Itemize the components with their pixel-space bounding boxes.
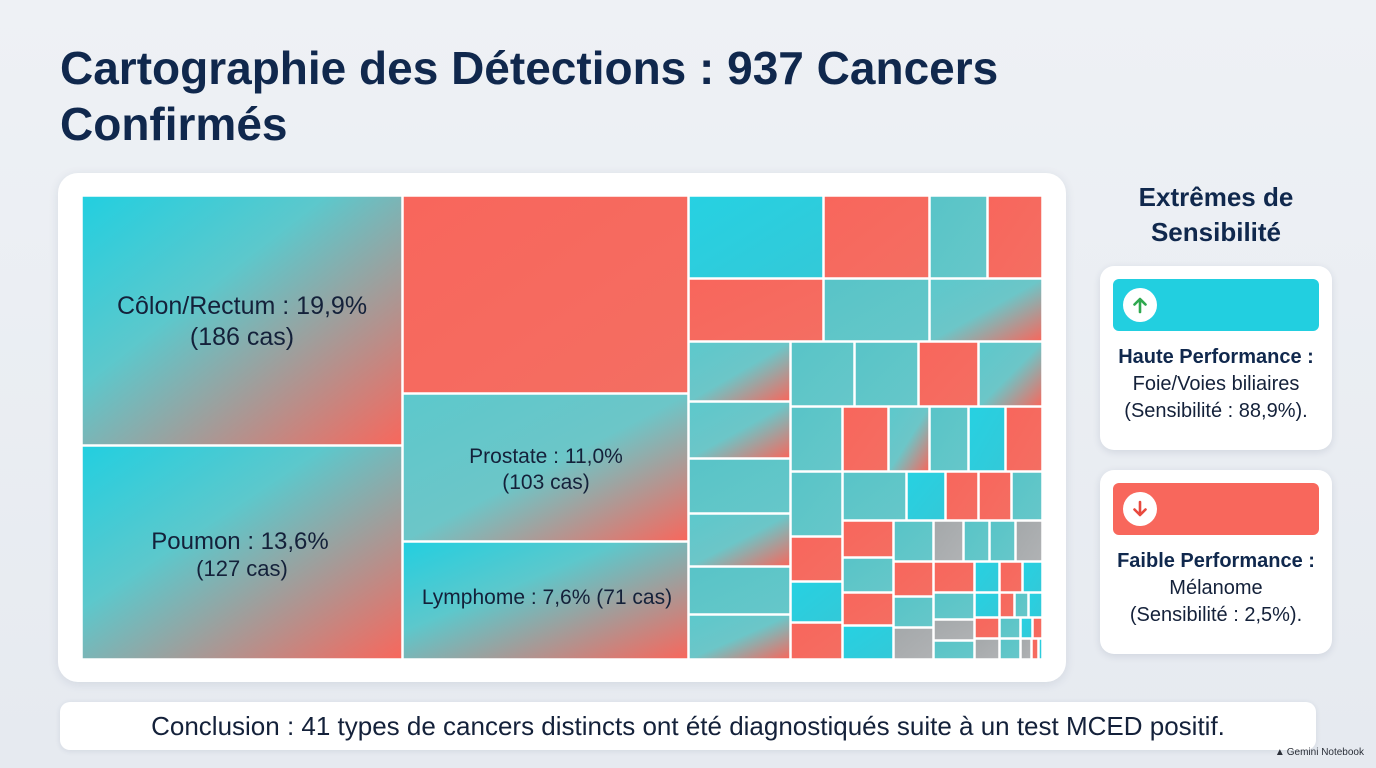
treemap-tile-large-unlabeled [402, 196, 689, 394]
arrow-down-icon [1123, 492, 1157, 526]
low-performance-sensitivity: (Sensibilité : 2,5%). [1129, 604, 1303, 626]
treemap-tile [893, 627, 934, 659]
treemap-tile [893, 596, 934, 628]
arrow-up-icon [1123, 288, 1157, 322]
high-performance-banner [1113, 279, 1319, 331]
tile-label-colon-line2: (186 cas) [190, 323, 294, 351]
watermark-text: Gemini Notebook [1286, 747, 1364, 758]
treemap-tile [842, 625, 894, 659]
high-performance-sensitivity: (Sensibilité : 88,9%). [1124, 400, 1308, 422]
treemap-tile [790, 536, 843, 582]
low-performance-heading: Faible Performance : [1117, 550, 1315, 572]
treemap-tile [888, 406, 930, 472]
treemap-chart: Côlon/Rectum : 19,9% (186 cas) Poumon : … [82, 196, 1042, 659]
treemap-tile [893, 561, 934, 597]
treemap-tile-poumon [82, 445, 403, 659]
treemap-tile [1015, 520, 1042, 562]
treemap-tile [999, 638, 1021, 659]
treemap-tile [929, 406, 969, 472]
treemap-tile [790, 341, 855, 407]
page-title: Cartographie des Détections : 937 Cancer… [60, 42, 999, 150]
treemap-tile [854, 341, 919, 407]
tile-label-prostate-line2: (103 cas) [502, 471, 590, 494]
treemap-tile [989, 520, 1016, 562]
watermark: ▲ Gemini Notebook [1275, 747, 1364, 758]
treemap-tile [974, 561, 1000, 593]
treemap-tile [974, 592, 1000, 618]
treemap-tile [1020, 638, 1032, 659]
high-performance-cancer: Foie/Voies biliaires [1132, 373, 1300, 395]
treemap-tile [688, 566, 791, 615]
treemap-tile [1022, 561, 1042, 593]
treemap-tile [974, 617, 1000, 639]
treemap-tile [1005, 406, 1042, 472]
treemap-card: Côlon/Rectum : 19,9% (186 cas) Poumon : … [58, 173, 1066, 682]
treemap-tile [906, 471, 946, 521]
treemap-tile [688, 614, 791, 659]
treemap-tile [978, 341, 1042, 407]
treemap-tile [1028, 592, 1042, 618]
treemap-tile [978, 471, 1012, 521]
conclusion-banner: Conclusion : 41 types de cancers distinc… [60, 702, 1316, 750]
treemap-tile-prostate [402, 393, 689, 542]
treemap-tile [968, 406, 1006, 472]
low-performance-cancer: Mélanome [1169, 577, 1263, 599]
treemap-tile [1038, 638, 1042, 659]
treemap-tile [933, 640, 975, 659]
treemap-tile [933, 561, 975, 593]
treemap-tile [933, 520, 964, 562]
treemap-tile [929, 196, 988, 279]
tile-label-poumon-line1: Poumon : 13,6% [151, 528, 328, 555]
sidebar-title: Extrêmes de Sensibilité [1138, 182, 1294, 247]
treemap-tile [933, 592, 975, 620]
treemap-tile [893, 520, 934, 562]
treemap-tile [987, 196, 1042, 279]
treemap-tile [790, 471, 843, 537]
treemap-tile [963, 520, 990, 562]
treemap-tile [999, 592, 1015, 618]
treemap-tile-lymphome [402, 541, 689, 659]
treemap-tile [999, 561, 1023, 593]
low-performance-banner [1113, 483, 1319, 535]
treemap-tile [688, 196, 824, 279]
tile-label-lymphome: Lymphome : 7,6% (71 cas) [422, 586, 672, 609]
treemap-tile [842, 592, 894, 626]
treemap-tile [688, 513, 791, 567]
treemap-tile [790, 581, 843, 623]
treemap-tile [1032, 617, 1042, 639]
treemap-tile [688, 401, 791, 459]
high-performance-card: Haute Performance : Foie/Voies biliaires… [1100, 266, 1332, 450]
treemap-tile [823, 278, 930, 342]
tile-label-colon-line1: Côlon/Rectum : 19,9% [117, 292, 367, 320]
treemap-tile [1011, 471, 1042, 521]
treemap-tile [790, 406, 843, 472]
treemap-tile [933, 619, 975, 641]
treemap-tile-colon-rectum [82, 196, 403, 446]
treemap-tile [842, 471, 907, 521]
treemap-tile [842, 557, 894, 593]
treemap-tile [842, 406, 889, 472]
treemap-tile [688, 458, 791, 514]
treemap-tile [929, 278, 1042, 342]
treemap-tile [790, 622, 843, 659]
treemap-tile [974, 638, 1000, 659]
tile-label-poumon-line2: (127 cas) [196, 556, 288, 581]
treemap-tile [1031, 638, 1039, 659]
treemap-tile [1020, 617, 1033, 639]
notebook-logo-icon: ▲ [1274, 747, 1285, 758]
treemap-tile [688, 278, 824, 342]
treemap-tile [823, 196, 930, 279]
tile-label-prostate-line1: Prostate : 11,0% [469, 445, 623, 468]
treemap-tile [688, 341, 791, 402]
treemap-tile [918, 341, 979, 407]
treemap-tile [999, 617, 1021, 639]
low-performance-card: Faible Performance : Mélanome (Sensibili… [1100, 470, 1332, 654]
treemap-tile [945, 471, 979, 521]
treemap-tile [1014, 592, 1029, 618]
high-performance-heading: Haute Performance : [1118, 346, 1314, 368]
treemap-tile [842, 520, 894, 558]
